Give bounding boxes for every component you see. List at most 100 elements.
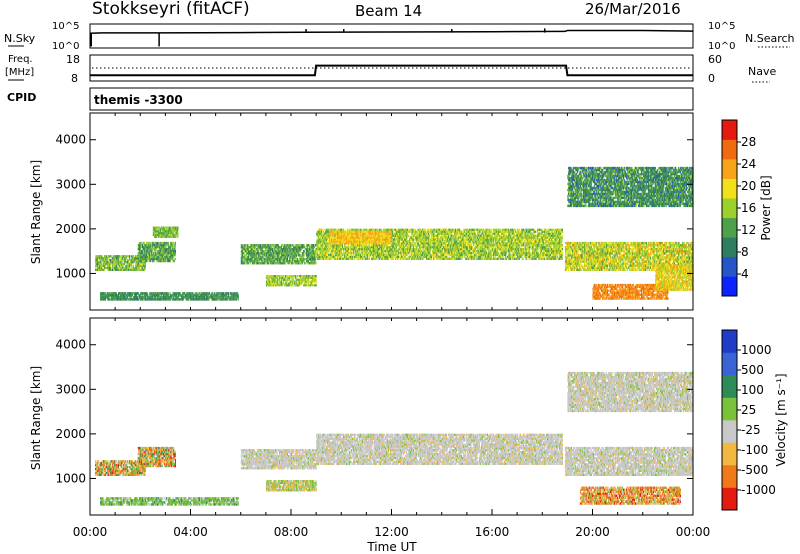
heatmap-cell bbox=[317, 258, 318, 260]
nsky-label: N.Sky bbox=[4, 32, 36, 45]
heatmap-cell bbox=[164, 227, 165, 229]
heatmap-cell bbox=[359, 258, 360, 260]
heatmap-cell bbox=[332, 258, 333, 260]
heatmap-cell bbox=[361, 229, 362, 231]
heatmap-cell bbox=[205, 292, 206, 294]
heatmap-cell bbox=[127, 255, 128, 257]
heatmap-cell bbox=[372, 258, 373, 260]
heatmap-cell bbox=[326, 252, 327, 254]
heatmap-cell bbox=[175, 250, 176, 252]
heatmap-cell bbox=[111, 269, 112, 271]
heatmap-cell bbox=[235, 292, 236, 294]
heatmap-cell bbox=[284, 284, 285, 286]
heatmap-cell bbox=[168, 242, 169, 244]
heatmap-cell bbox=[360, 258, 361, 260]
heatmap-cell bbox=[273, 244, 274, 246]
heatmap-cell bbox=[369, 258, 370, 260]
radar-summary-figure: Stokkseyri (fitACF) Beam 14 26/Mar/2016 … bbox=[0, 0, 800, 554]
heatmap-cell bbox=[396, 258, 397, 260]
heatmap-cell bbox=[293, 275, 294, 277]
freq-unit: [MHz] bbox=[5, 67, 34, 78]
heatmap-cell bbox=[129, 267, 130, 269]
heatmap-cell bbox=[175, 258, 176, 260]
heatmap-cell bbox=[421, 250, 422, 252]
heatmap-cell bbox=[338, 258, 339, 260]
heatmap-cell bbox=[295, 275, 296, 277]
heatmap-cell bbox=[417, 246, 418, 248]
heatmap-cell bbox=[304, 250, 305, 252]
power-heatmap bbox=[95, 167, 694, 301]
heatmap-cell bbox=[153, 298, 154, 300]
heatmap-cell bbox=[125, 292, 126, 294]
heatmap-cell bbox=[133, 265, 134, 267]
heatmap-cell bbox=[321, 229, 322, 231]
heatmap-cell bbox=[403, 229, 404, 231]
heatmap-cell bbox=[401, 252, 402, 254]
heatmap-cell bbox=[314, 246, 315, 248]
heatmap-cell bbox=[382, 258, 383, 260]
heatmap-cell bbox=[124, 267, 125, 269]
heatmap-cell bbox=[289, 277, 290, 279]
heatmap-cell bbox=[393, 258, 394, 260]
heatmap-cell bbox=[278, 275, 279, 277]
heatmap-cell bbox=[393, 229, 394, 231]
heatmap-cell bbox=[166, 227, 167, 229]
heatmap-cell bbox=[400, 258, 401, 260]
cpid-panel: CPID themis -3300 bbox=[7, 88, 693, 110]
heatmap-cell bbox=[260, 244, 261, 246]
heatmap-cell bbox=[271, 275, 272, 277]
heatmap-cell bbox=[277, 275, 278, 277]
freq-trace bbox=[90, 66, 693, 76]
heatmap-cell bbox=[141, 260, 142, 262]
heatmap-cell bbox=[419, 244, 420, 246]
heatmap-cell bbox=[312, 282, 313, 284]
nave-label: Nave bbox=[748, 65, 776, 78]
nsearch-label: N.Search bbox=[745, 32, 795, 45]
heatmap-cell bbox=[321, 258, 322, 260]
heatmap-cell bbox=[177, 227, 178, 229]
freq-panel: Freq. [MHz] 18 8 60 0 Nave bbox=[5, 53, 776, 85]
heatmap-cell bbox=[409, 258, 410, 260]
station-title: Stokkseyri (fitACF) bbox=[92, 0, 250, 19]
heatmap-cell bbox=[175, 242, 176, 244]
heatmap-cell bbox=[129, 255, 130, 257]
heatmap-cell bbox=[274, 275, 275, 277]
heatmap-cell bbox=[392, 229, 393, 231]
heatmap-cell bbox=[421, 246, 422, 248]
date-title: 26/Mar/2016 bbox=[585, 0, 681, 18]
heatmap-cell bbox=[280, 275, 281, 277]
heatmap-cell bbox=[344, 258, 345, 260]
heatmap-cell bbox=[270, 281, 271, 283]
heatmap-cell bbox=[311, 277, 312, 279]
heatmap-cell bbox=[195, 292, 196, 294]
nsearch-tick-top: 10^5 bbox=[708, 21, 735, 32]
freq-tick-bottom: 8 bbox=[71, 72, 78, 85]
heatmap-cell bbox=[291, 282, 292, 284]
heatmap-cell bbox=[141, 267, 142, 269]
heatmap-cell bbox=[153, 248, 154, 250]
heatmap-cell bbox=[238, 294, 239, 296]
heatmap-cell bbox=[209, 292, 210, 294]
heatmap-cell bbox=[403, 233, 404, 235]
heatmap-cell bbox=[299, 254, 300, 256]
heatmap-cell bbox=[231, 292, 232, 294]
heatmap-cell bbox=[399, 238, 400, 240]
heatmap-cell bbox=[278, 279, 279, 281]
nsky-tick-top: 10^5 bbox=[52, 21, 79, 32]
heatmap-cell bbox=[150, 242, 151, 244]
cpid-label: CPID bbox=[7, 91, 36, 104]
heatmap-cell bbox=[377, 258, 378, 260]
heatmap-cell bbox=[388, 258, 389, 260]
heatmap-cell bbox=[280, 281, 281, 283]
heatmap-cell bbox=[232, 292, 233, 294]
heatmap-cell bbox=[301, 277, 302, 279]
heatmap-cell bbox=[228, 292, 229, 294]
heatmap-cell bbox=[275, 262, 276, 264]
heatmap-cell bbox=[406, 258, 407, 260]
heatmap-cell bbox=[408, 235, 409, 237]
heatmap-cell bbox=[336, 252, 337, 254]
heatmap-cell bbox=[302, 244, 303, 246]
heatmap-cell bbox=[139, 269, 140, 271]
heatmap-cell bbox=[374, 258, 375, 260]
heatmap-cell bbox=[258, 244, 259, 246]
